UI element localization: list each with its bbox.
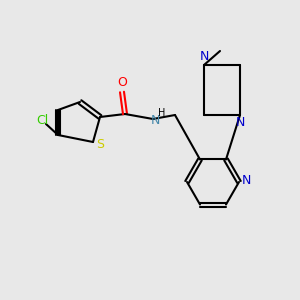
Text: N: N (235, 116, 245, 130)
Text: Cl: Cl (36, 115, 48, 128)
Text: N: N (199, 50, 209, 64)
Text: H: H (158, 108, 166, 118)
Text: O: O (117, 76, 127, 89)
Text: N: N (150, 113, 160, 127)
Text: N: N (241, 175, 251, 188)
Text: S: S (96, 137, 104, 151)
